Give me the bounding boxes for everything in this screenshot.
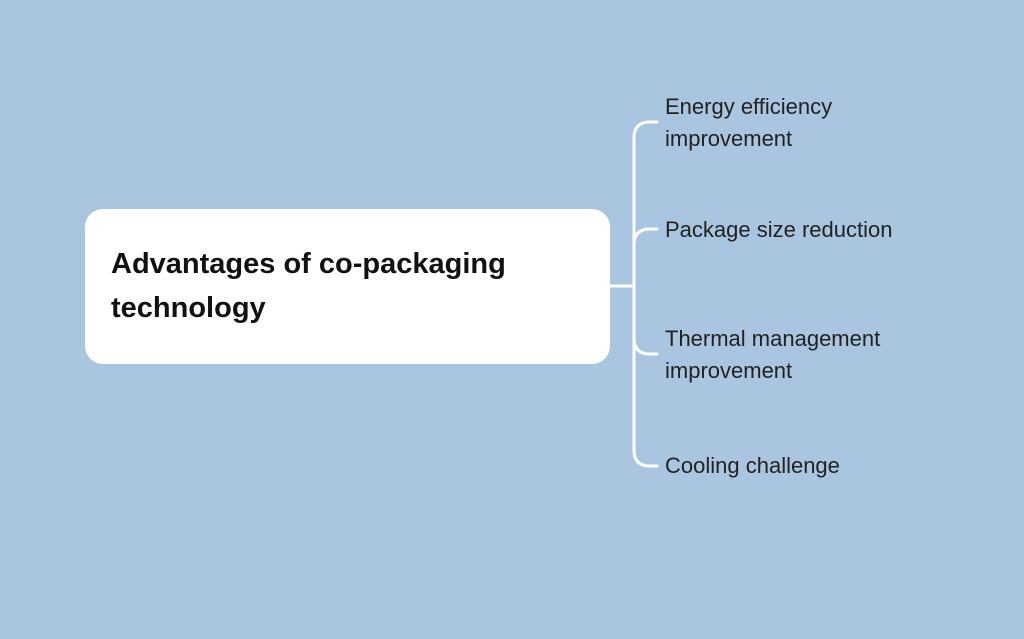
child-node: Package size reduction — [665, 210, 892, 250]
connector-path — [610, 122, 657, 466]
child-node-label: Package size reduction — [665, 214, 892, 246]
child-node: Thermal management improvement — [665, 320, 945, 390]
child-node-label: Energy efficiency improvement — [665, 91, 945, 155]
child-node-label: Cooling challenge — [665, 450, 840, 482]
child-node-label: Thermal management improvement — [665, 323, 945, 387]
child-node: Energy efficiency improvement — [665, 88, 945, 158]
diagram-canvas: Advantages of co-packaging technology En… — [0, 0, 1024, 639]
child-node: Cooling challenge — [665, 446, 840, 486]
